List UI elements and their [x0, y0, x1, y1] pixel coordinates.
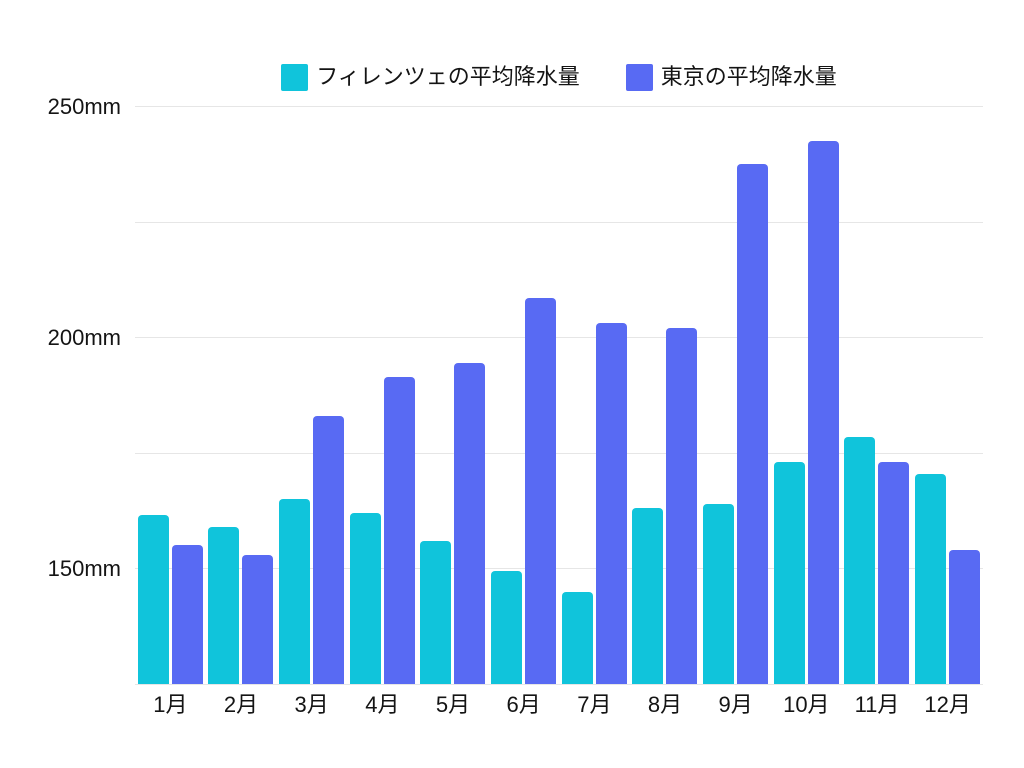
bar-florence-month-10 [773, 462, 805, 684]
legend-item-florence[interactable]: フィレンツェの平均降水量 [281, 63, 580, 91]
bar-florence-month-1 [137, 515, 169, 684]
bar-group-month-2 [206, 106, 277, 684]
x-axis-label: 2月 [223, 692, 259, 717]
bar-florence-month-11 [844, 436, 876, 684]
x-axis-label: 8月 [647, 692, 683, 717]
gridline: 50mm [135, 568, 983, 570]
bar-tokyo-month-10 [807, 140, 839, 684]
x-axis-label: 4月 [365, 692, 400, 717]
bar-group-month-4 [347, 106, 418, 684]
y-axis-tick-label: 200mm [47, 325, 121, 351]
x-axis-label: 9月 [718, 692, 753, 717]
x-axis-label: 10月 [783, 692, 830, 717]
bar-group-month-9 [700, 106, 771, 684]
plot-area: 0mm 50mm 100mm 150mm 200mm 250mm [48, 96, 983, 685]
legend-label: 東京の平均降水量 [660, 64, 837, 89]
bar-tokyo-month-9 [737, 163, 769, 684]
x-axis-label: 12月 [924, 692, 971, 717]
bar-florence-month-2 [208, 526, 240, 684]
bar-tokyo-month-7 [595, 323, 627, 684]
gridline: 100mm [135, 452, 983, 454]
bar-florence-month-8 [632, 508, 664, 684]
x-axis-label: 6月 [506, 692, 541, 717]
bar-florence-month-6 [491, 570, 523, 684]
y-axis-tick-label: 150mm [47, 556, 121, 582]
legend-label: フィレンツェの平均降水量 [316, 64, 580, 89]
bar-florence-month-9 [703, 503, 735, 684]
bar-group-month-7 [559, 106, 630, 684]
gridline: 150mm [48, 337, 983, 580]
bar-florence-month-3 [279, 499, 311, 684]
bar-group-month-6 [488, 106, 559, 684]
bar-group-month-3 [276, 106, 347, 684]
bar-tokyo-month-5 [454, 362, 486, 684]
x-axis-label: 5月 [435, 692, 471, 717]
bar-florence-month-4 [349, 512, 381, 684]
bar-tokyo-month-3 [313, 415, 345, 684]
bar-group-month-8 [630, 106, 701, 684]
bar-group-month-5 [418, 106, 489, 684]
bar-tokyo-month-11 [878, 462, 910, 684]
x-axis-label: 1月 [153, 692, 188, 717]
bar-tokyo-month-1 [171, 545, 203, 684]
bar-group-month-11 [842, 106, 913, 684]
bar-group-month-12 [912, 106, 983, 684]
x-axis-label: 11月 [854, 692, 900, 717]
gridline: 0mm [135, 684, 983, 685]
bar-tokyo-month-2 [242, 554, 274, 684]
bar-florence-month-7 [561, 591, 593, 684]
gridline: 250mm [48, 96, 983, 118]
gridline: 200mm [48, 221, 983, 349]
legend-swatch-florence [281, 63, 309, 91]
bar-group-month-1 [135, 106, 206, 684]
y-axis-tick-label: 250mm [47, 94, 121, 119]
bar-tokyo-month-4 [383, 376, 415, 684]
bar-florence-month-12 [915, 473, 947, 684]
x-axis: 1月 2月 3月 4月 5月 6月 7月 8月 9月 10月 11月 12月 [135, 692, 983, 723]
x-axis-label: 7月 [577, 692, 612, 717]
legend: フィレンツェの平均降水量 東京の平均降水量 [135, 62, 983, 92]
bar-tokyo-month-8 [666, 327, 698, 684]
x-axis-label: 3月 [294, 692, 329, 717]
bar-florence-month-5 [420, 540, 452, 684]
legend-item-tokyo[interactable]: 東京の平均降水量 [625, 63, 837, 91]
bar-tokyo-month-6 [525, 297, 557, 684]
bar-tokyo-month-12 [949, 549, 981, 684]
legend-swatch-tokyo [625, 63, 653, 91]
bar-group-month-10 [771, 106, 842, 684]
